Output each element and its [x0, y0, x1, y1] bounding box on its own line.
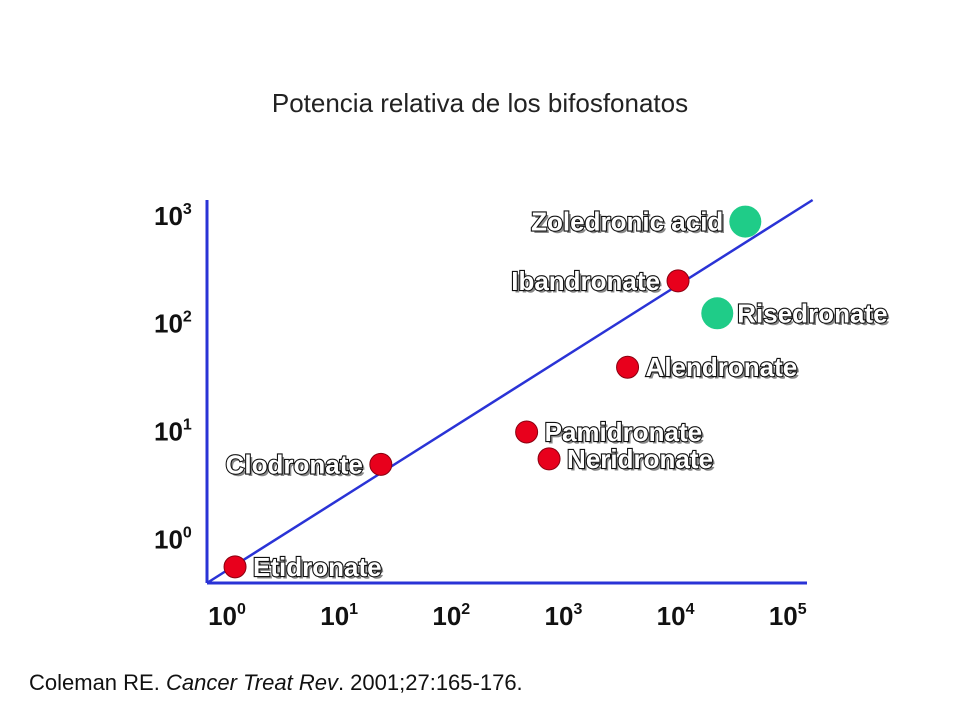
data-label-shadow: Etidronate: [256, 554, 385, 584]
trend-layer: [206, 198, 814, 585]
data-label: Ibandronate: [511, 266, 660, 296]
x-tick-label-base: 10: [320, 601, 349, 631]
y-tick-label-base: 10: [154, 201, 183, 231]
data-label-shadow: Pamidronate: [547, 419, 705, 449]
data-point: [701, 297, 734, 330]
x-tick-label-base: 10: [432, 601, 461, 631]
y-tick-label-base: 10: [154, 417, 183, 447]
data-label: Zoledronic acid: [531, 207, 723, 237]
data-label: Alendronate: [646, 352, 798, 382]
data-point: [666, 269, 690, 293]
citation: Coleman RE. Cancer Treat Rev. 2001;27:16…: [29, 670, 523, 696]
y-tick-label-exponent: 3: [183, 201, 192, 218]
data-point: [616, 355, 640, 379]
x-tick-label: 105: [769, 601, 807, 631]
axes: [205, 200, 807, 585]
chart-title: Potencia relativa de los bifosfonatos: [271, 88, 689, 118]
x-tick-label: 101: [320, 601, 358, 631]
trend-line: [206, 198, 814, 585]
y-tick-label: 101: [154, 417, 192, 447]
y-tick-label: 100: [154, 524, 192, 554]
x-tick-label-base: 10: [208, 601, 237, 631]
citation-authors: Coleman RE.: [29, 670, 160, 695]
y-tick-label-exponent: 1: [183, 417, 192, 434]
y-tick-label-exponent: 2: [183, 309, 192, 326]
data-label-shadow: Risedronate: [740, 301, 890, 331]
data-label: Clodronate: [226, 449, 363, 479]
data-point: [537, 447, 561, 471]
x-tick-label-exponent: 2: [461, 601, 470, 618]
y-tick-label-base: 10: [154, 309, 183, 339]
data-point: [729, 205, 762, 238]
data-label: Neridronate: [567, 444, 713, 474]
x-tick-label: 102: [432, 601, 470, 631]
x-tick-label: 103: [545, 601, 583, 631]
x-tick-label-exponent: 5: [798, 601, 807, 618]
x-tick-label-exponent: 0: [237, 601, 246, 618]
citation-journal: Cancer Treat Rev: [165, 670, 338, 695]
data-label-shadow: Zoledronic acid: [534, 209, 726, 239]
data-label: Risedronate: [737, 298, 887, 328]
citation-details: . 2001;27:165-176.: [337, 670, 523, 695]
y-tick-label: 102: [154, 309, 192, 339]
data-labels: EtidronateEtidronateClodronateClodronate…: [224, 205, 890, 584]
y-tick-label: 103: [154, 201, 192, 231]
data-label-shadow: Clodronate: [228, 452, 365, 482]
x-tick-label-exponent: 4: [686, 601, 695, 618]
x-tick-label-base: 10: [545, 601, 574, 631]
x-tick-label-exponent: 3: [573, 601, 582, 618]
data-point: [223, 555, 247, 579]
x-tick-label: 104: [657, 601, 695, 631]
y-tick-label-base: 10: [154, 524, 183, 554]
x-tick-label: 100: [208, 601, 246, 631]
data-point: [515, 420, 539, 444]
y-tick-label-exponent: 0: [183, 524, 192, 541]
data-label-shadow: Alendronate: [648, 355, 800, 385]
data-label: Etidronate: [253, 552, 382, 582]
data-label: Pamidronate: [545, 417, 703, 447]
data-points: [223, 205, 762, 579]
x-tick-label-base: 10: [769, 601, 798, 631]
x-tick-label-exponent: 1: [349, 601, 358, 618]
data-point: [369, 452, 393, 476]
data-label-shadow: Ibandronate: [514, 268, 663, 298]
data-label-shadow: Neridronate: [570, 446, 716, 476]
x-tick-label-base: 10: [657, 601, 686, 631]
